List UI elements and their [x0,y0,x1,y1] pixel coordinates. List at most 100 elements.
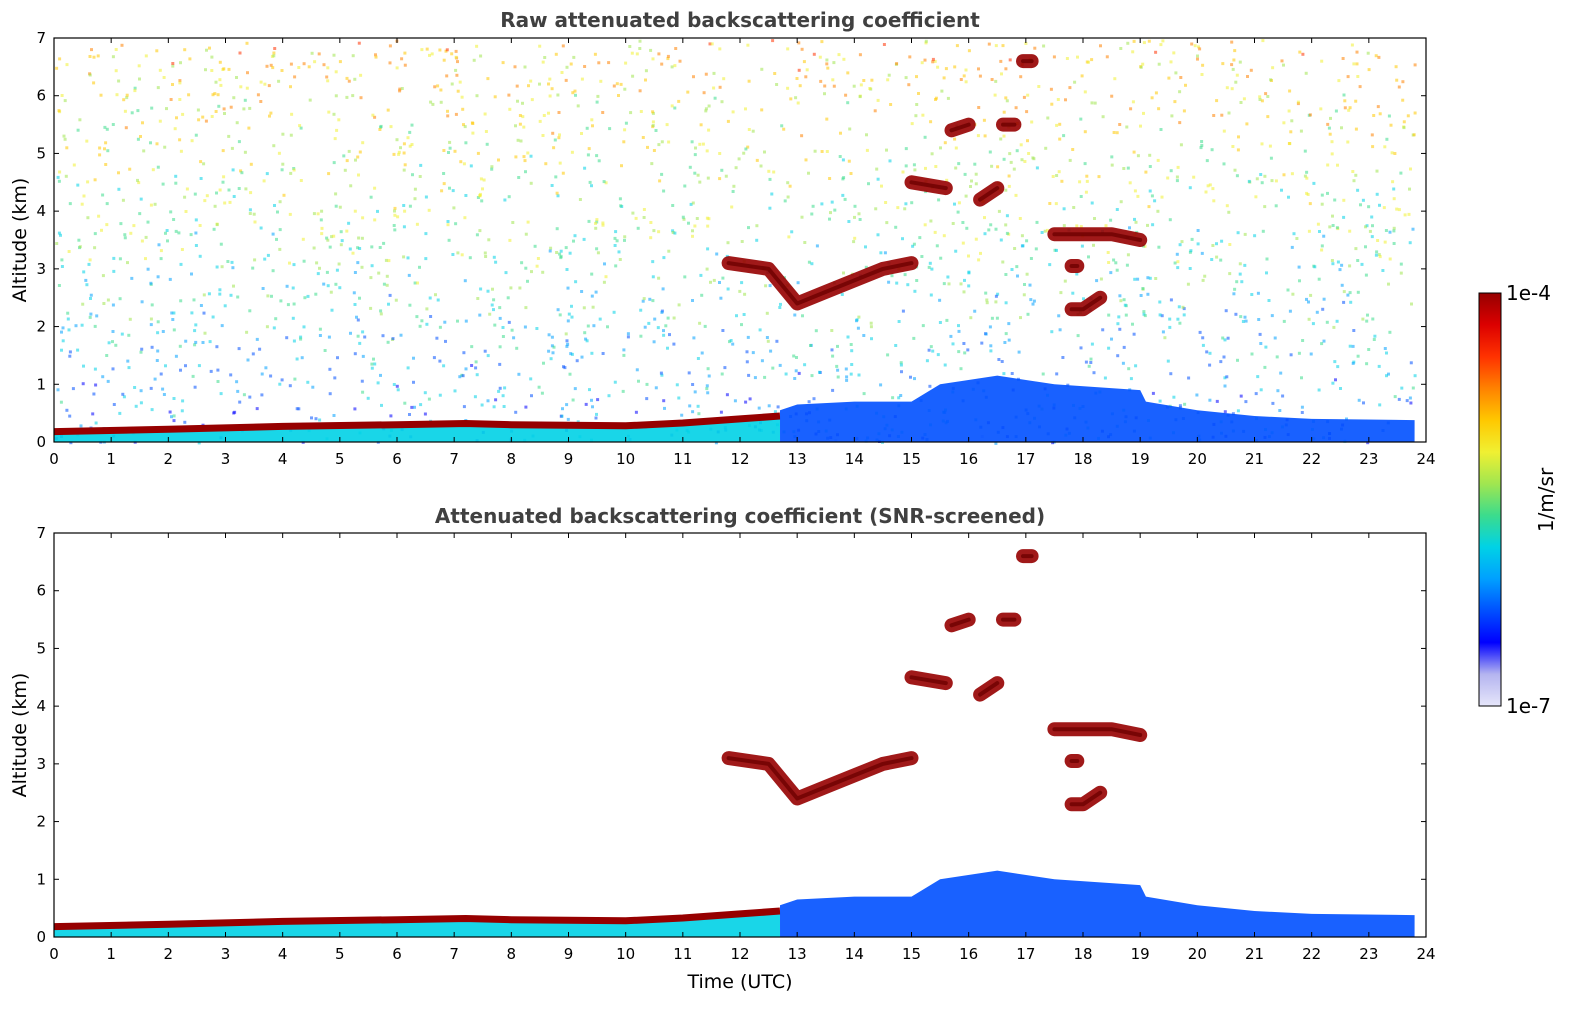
noise-pixel [478,313,482,317]
noise-pixel [1228,272,1232,276]
noise-pixel [596,398,600,402]
noise-pixel [81,302,85,306]
noise-pixel [144,235,148,239]
noise-pixel [706,367,710,371]
noise-pixel [548,94,552,98]
noise-pixel [1250,293,1254,296]
noise-pixel [413,187,417,191]
noise-pixel [638,47,642,50]
noise-pixel [332,112,336,116]
noise-pixel [130,111,134,115]
noise-pixel [564,332,568,336]
noise-pixel [1374,54,1378,58]
noise-pixel [91,412,95,416]
noise-pixel [1278,409,1282,412]
noise-pixel [690,140,694,144]
noise-pixel [1388,257,1392,261]
noise-pixel [85,283,89,287]
noise-pixel [1367,348,1371,351]
noise-pixel [172,218,176,221]
noise-pixel [178,344,182,348]
noise-pixel [813,149,817,153]
noise-pixel [510,328,514,332]
noise-pixel [929,345,933,349]
noise-pixel [1021,244,1025,248]
noise-pixel [666,54,670,58]
noise-pixel [518,286,522,290]
noise-pixel [738,289,742,293]
noise-pixel [517,372,521,376]
noise-pixel [962,342,966,345]
noise-pixel [584,402,588,406]
noise-pixel [1000,72,1003,76]
noise-pixel [1397,397,1401,401]
noise-pixel [288,261,291,265]
aerosol-layer-top [53,412,781,436]
noise-pixel [356,155,360,159]
noise-pixel [1082,297,1085,301]
noise-pixel [776,405,780,409]
noise-pixel [594,416,598,420]
noise-pixel [184,339,188,343]
noise-pixel [572,55,576,59]
noise-pixel [760,67,764,71]
y-tick-label: 0 [36,433,46,451]
noise-pixel [666,346,669,350]
noise-pixel [596,94,600,98]
noise-pixel [1139,124,1142,128]
noise-pixel [944,67,948,71]
noise-pixel [895,281,899,285]
noise-pixel [569,352,573,356]
noise-pixel [216,93,220,97]
noise-pixel [541,134,545,137]
noise-pixel [487,238,491,242]
noise-pixel [1166,176,1170,180]
noise-pixel [361,354,365,358]
noise-pixel [1157,62,1161,66]
noise-pixel [1371,224,1374,228]
noise-pixel [1172,395,1176,399]
noise-pixel [934,165,938,168]
noise-pixel [220,324,224,328]
noise-pixel [1056,98,1060,101]
noise-pixel [844,367,848,371]
noise-pixel [229,293,233,297]
noise-pixel [1075,224,1079,228]
noise-pixel [370,264,374,268]
noise-pixel [722,77,726,81]
noise-pixel [374,55,378,59]
noise-pixel [448,146,452,150]
noise-pixel [1112,131,1116,134]
noise-pixel [361,330,365,334]
noise-pixel [796,101,800,105]
noise-pixel [1361,198,1365,202]
noise-pixel [171,318,175,321]
noise-pixel [278,247,282,251]
noise-pixel [218,60,222,64]
noise-pixel [1058,122,1062,126]
noise-pixel [1281,394,1285,398]
noise-pixel [149,141,152,145]
noise-pixel [1179,143,1183,147]
noise-pixel [311,385,315,389]
noise-pixel [1236,358,1239,362]
noise-pixel [298,124,302,128]
noise-pixel [399,333,403,337]
noise-pixel [1412,133,1416,137]
noise-pixel [1236,409,1240,413]
noise-pixel [865,133,868,137]
noise-pixel [442,149,446,152]
noise-pixel [691,383,695,386]
noise-pixel [595,154,599,158]
noise-pixel [1002,134,1006,138]
noise-pixel [1119,47,1123,50]
noise-pixel [1147,39,1151,43]
cloud-core [949,122,971,133]
noise-pixel [1008,58,1012,62]
noise-pixel [476,297,480,300]
noise-pixel [1384,229,1388,232]
noise-pixel [1243,232,1247,236]
noise-pixel [1399,271,1403,275]
noise-pixel [1367,205,1371,209]
noise-pixel [1266,95,1270,98]
